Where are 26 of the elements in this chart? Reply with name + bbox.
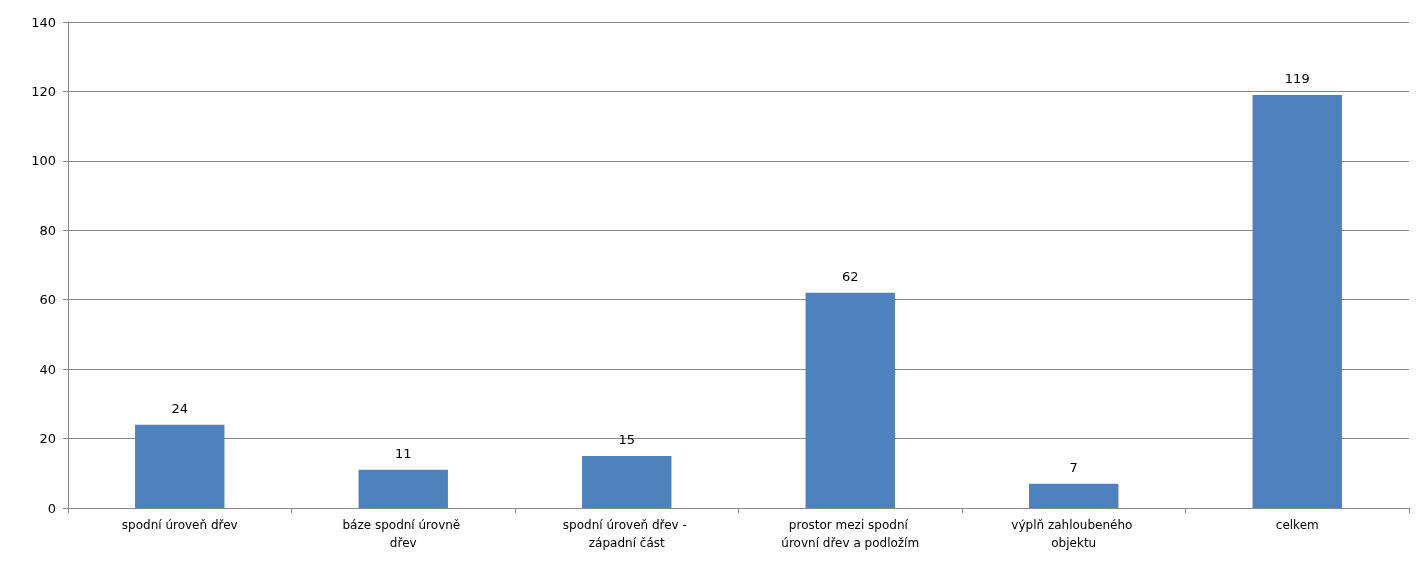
bar (358, 469, 448, 508)
data-label: 7 (1069, 459, 1078, 475)
y-tick-label: 100 (31, 153, 56, 169)
data-label: 15 (618, 431, 636, 447)
y-tick-label: 120 (31, 83, 56, 99)
x-tick-label: prostor mezi spodní úrovní dřev a podložím (781, 518, 920, 550)
y-tick-label: 60 (39, 292, 56, 308)
bar (1252, 94, 1342, 508)
data-label: 24 (171, 400, 189, 416)
bar (582, 455, 672, 508)
y-tick-label: 40 (39, 361, 56, 377)
x-tick-label: spodní úroveň dřev - západní část (562, 518, 691, 550)
bar (135, 424, 225, 508)
bar (805, 292, 895, 508)
x-tick-label: celkem (1275, 518, 1319, 532)
data-label: 119 (1284, 70, 1310, 86)
x-tick-label: spodní úroveň dřev (121, 518, 238, 532)
data-label: 11 (394, 445, 412, 461)
bar (1029, 483, 1119, 508)
y-tick-label: 140 (31, 14, 56, 30)
data-label: 62 (841, 268, 859, 284)
x-tick-label: výplň zahloubeného objektu (1011, 518, 1137, 550)
y-tick-label: 20 (39, 431, 56, 447)
y-tick-label: 0 (47, 500, 56, 516)
x-tick-label: báze spodní úrovně dřev (342, 518, 465, 550)
y-tick-label: 80 (39, 222, 56, 238)
